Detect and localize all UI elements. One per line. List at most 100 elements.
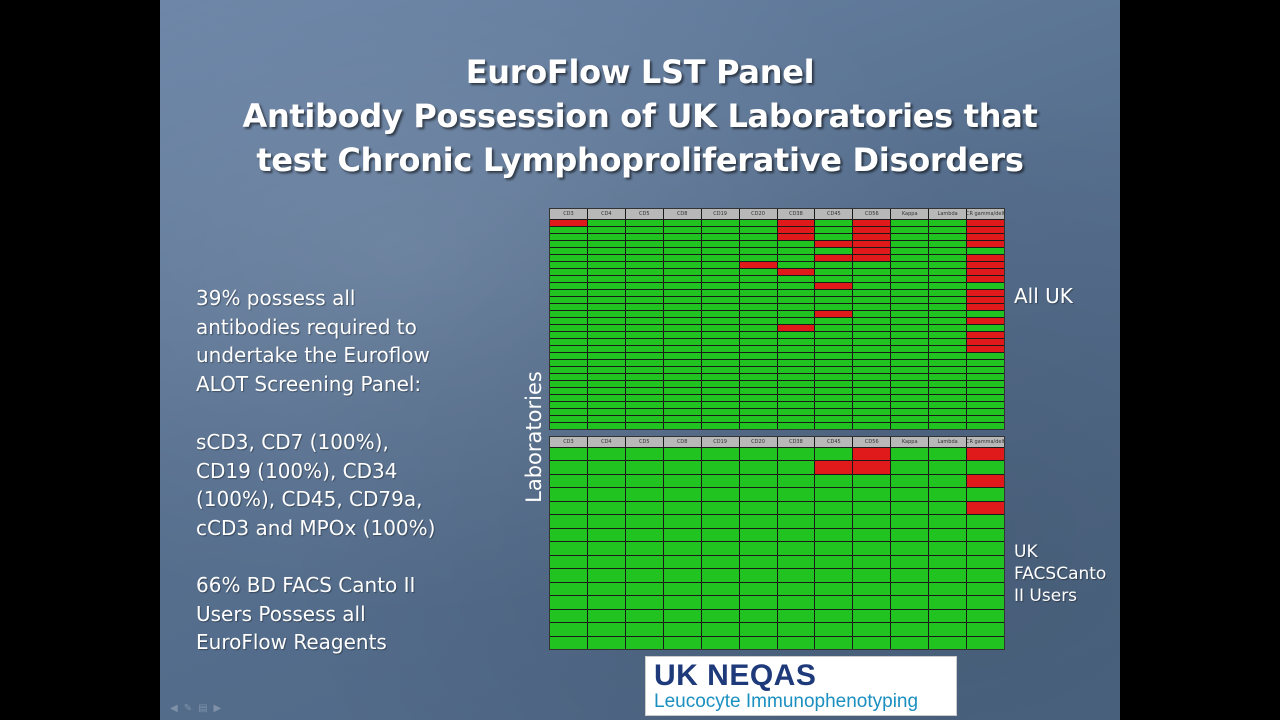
heatmap-cell-possessed — [625, 318, 663, 324]
heatmap-cell-possessed — [891, 555, 929, 569]
heatmap-cell-possessed — [587, 528, 625, 542]
heatmap-cell-possessed — [967, 367, 1004, 373]
heatmap-cell-possessed — [929, 395, 967, 401]
heatmap-cell-possessed — [663, 269, 701, 275]
heatmap-cell-possessed — [550, 636, 587, 649]
heatmap-cell-possessed — [929, 528, 967, 542]
heatmap-cell-possessed — [853, 636, 891, 649]
heatmap-cell-missing — [967, 346, 1004, 352]
heatmap-cell-possessed — [550, 461, 587, 474]
heatmap-cell-possessed — [701, 474, 739, 488]
heatmap-cell-possessed — [587, 297, 625, 303]
heatmap-cell-possessed — [815, 416, 853, 422]
heatmap-cell-possessed — [967, 515, 1004, 528]
heatmap-cell-possessed — [929, 423, 967, 429]
heatmap-cell-possessed — [815, 528, 853, 542]
heatmap-cell-missing — [815, 283, 853, 289]
heatmap-cell-possessed — [550, 448, 587, 461]
heatmap-cell-possessed — [587, 609, 625, 623]
heatmap-cell-possessed — [701, 304, 739, 310]
heatmap-cell-possessed — [777, 409, 815, 415]
heatmap-cell-missing — [967, 227, 1004, 233]
heatmap-cell-possessed — [777, 276, 815, 282]
heatmap-cell-possessed — [739, 269, 777, 275]
heatmap-cell-possessed — [663, 515, 701, 528]
next-icon[interactable]: ▶ — [213, 703, 222, 714]
heatmap-cell-possessed — [739, 234, 777, 240]
heatmap-cell-possessed — [550, 501, 587, 515]
heatmap-cell-possessed — [929, 290, 967, 296]
heatmap-cell-possessed — [929, 332, 967, 338]
heatmap-cell-possessed — [739, 311, 777, 317]
heatmap-cell-possessed — [929, 409, 967, 415]
heatmap-cell-possessed — [625, 609, 663, 623]
heatmap-cell-possessed — [853, 374, 891, 380]
heatmap-cell-possessed — [587, 332, 625, 338]
heatmap-cell-missing — [815, 255, 853, 261]
heatmap-cell-possessed — [967, 381, 1004, 387]
heatmap-cell-possessed — [701, 234, 739, 240]
heatmap-cell-possessed — [815, 542, 853, 555]
heatmap-cell-possessed — [853, 555, 891, 569]
heatmap-cell-possessed — [815, 555, 853, 569]
heatmap-cell-possessed — [891, 474, 929, 488]
heatmap-cell-possessed — [701, 332, 739, 338]
slide-title: EuroFlow LST Panel Antibody Possession o… — [160, 50, 1120, 182]
heatmap-cell-possessed — [625, 528, 663, 542]
heatmap-cell-possessed — [929, 402, 967, 408]
heatmap-cell-possessed — [815, 636, 853, 649]
pen-icon[interactable]: ✎ — [183, 703, 193, 714]
heatmap-cell-possessed — [777, 636, 815, 649]
heatmap-cell-possessed — [891, 304, 929, 310]
heatmap-cell-possessed — [853, 325, 891, 331]
heatmap-cell-missing — [853, 241, 891, 247]
heatmap-cell-possessed — [777, 318, 815, 324]
heatmap-cell-possessed — [587, 381, 625, 387]
heatmap-cell-missing — [967, 262, 1004, 268]
heatmap-cell-possessed — [967, 542, 1004, 555]
heatmap-cell-possessed — [853, 346, 891, 352]
heatmap-cell-possessed — [663, 241, 701, 247]
heatmap-cell-possessed — [739, 360, 777, 366]
heatmap-cell-missing — [777, 234, 815, 240]
heatmap-cell-possessed — [815, 488, 853, 501]
heatmap-cell-possessed — [891, 402, 929, 408]
heatmap-cell-possessed — [929, 367, 967, 373]
heatmap-cell-possessed — [587, 325, 625, 331]
heatmap-cell-missing — [967, 297, 1004, 303]
heatmap-cell-possessed — [777, 388, 815, 394]
menu-icon[interactable]: ▤ — [198, 703, 208, 714]
heatmap-cell-possessed — [777, 501, 815, 515]
heatmap-cell-possessed — [587, 409, 625, 415]
heatmap-cell-missing — [815, 461, 853, 474]
heatmap-cell-possessed — [929, 241, 967, 247]
heatmap-cell-possessed — [891, 374, 929, 380]
heatmap-cell-possessed — [891, 395, 929, 401]
heatmap-cell-possessed — [853, 623, 891, 636]
heatmap-cell-possessed — [663, 353, 701, 359]
heatmap-cell-possessed — [739, 623, 777, 636]
heatmap-cell-possessed — [815, 609, 853, 623]
heatmap-cell-possessed — [663, 596, 701, 609]
heatmap-cell-possessed — [739, 339, 777, 345]
heatmap-cell-possessed — [663, 623, 701, 636]
heatmap-cell-possessed — [853, 569, 891, 582]
heatmap-cell-possessed — [777, 395, 815, 401]
heatmap-cell-possessed — [967, 353, 1004, 359]
heatmap-cell-possessed — [739, 596, 777, 609]
heatmap-cell-possessed — [550, 609, 587, 623]
prev-icon[interactable]: ◀ — [170, 703, 178, 714]
heatmap-cell-possessed — [701, 325, 739, 331]
heatmap-cell-possessed — [815, 623, 853, 636]
heatmap-cell-possessed — [701, 569, 739, 582]
heatmap-cell-possessed — [739, 367, 777, 373]
heatmap-cell-possessed — [625, 636, 663, 649]
heatmap-cell-possessed — [663, 609, 701, 623]
column-header: CD5 — [625, 437, 663, 447]
heatmap-cell-possessed — [929, 304, 967, 310]
heatmap-cell-possessed — [663, 416, 701, 422]
heatmap-cell-possessed — [891, 290, 929, 296]
heatmap-cell-possessed — [815, 227, 853, 233]
heatmap-cell-missing — [853, 448, 891, 461]
heatmap-cell-possessed — [663, 555, 701, 569]
